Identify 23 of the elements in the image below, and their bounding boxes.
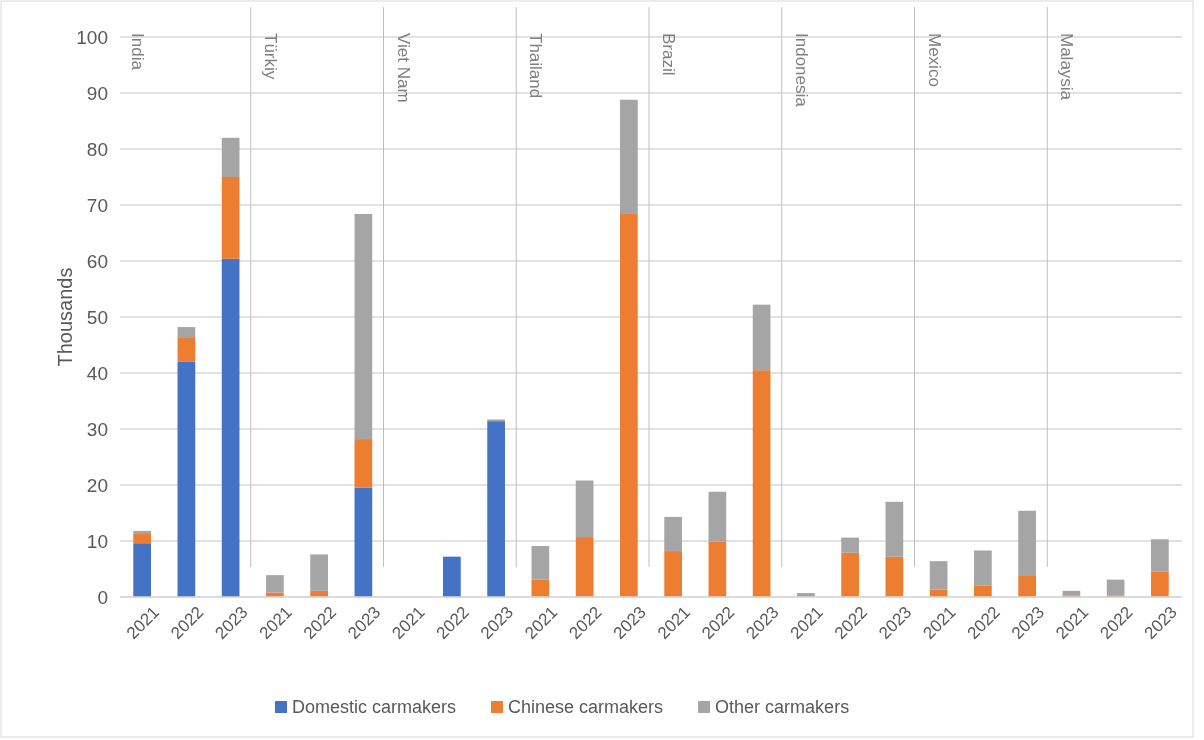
y-tick-label: 10 xyxy=(86,530,108,552)
annotation: Indonesia xyxy=(791,33,811,108)
y-axis-title: Thousands xyxy=(54,267,76,367)
legend-label: Other carmakers xyxy=(715,697,850,717)
y-tick-label: 70 xyxy=(86,194,108,216)
legend-label: Domestic carmakers xyxy=(292,697,457,717)
annotation: Türkiy xyxy=(260,33,280,80)
y-tick-label: 100 xyxy=(76,26,108,48)
y-tick-label: 0 xyxy=(97,586,108,608)
y-tick-label: 20 xyxy=(86,474,108,496)
legend-label: Chinese carmakers xyxy=(508,697,664,717)
annotation: Brazil xyxy=(659,33,678,76)
annotation: Thailand xyxy=(526,33,546,99)
y-tick-label: 60 xyxy=(86,250,108,272)
y-tick-label: 50 xyxy=(86,306,108,328)
y-tick-label: 90 xyxy=(86,82,108,104)
y-tick-label: 30 xyxy=(86,418,108,440)
annotation: India xyxy=(128,33,147,71)
y-tick-label: 80 xyxy=(86,138,108,160)
annotation: Malaysia xyxy=(1057,33,1077,101)
annotation: Mexico xyxy=(924,33,944,87)
annotation: Viet Nam xyxy=(393,33,413,103)
y-tick-label: 40 xyxy=(86,362,108,384)
